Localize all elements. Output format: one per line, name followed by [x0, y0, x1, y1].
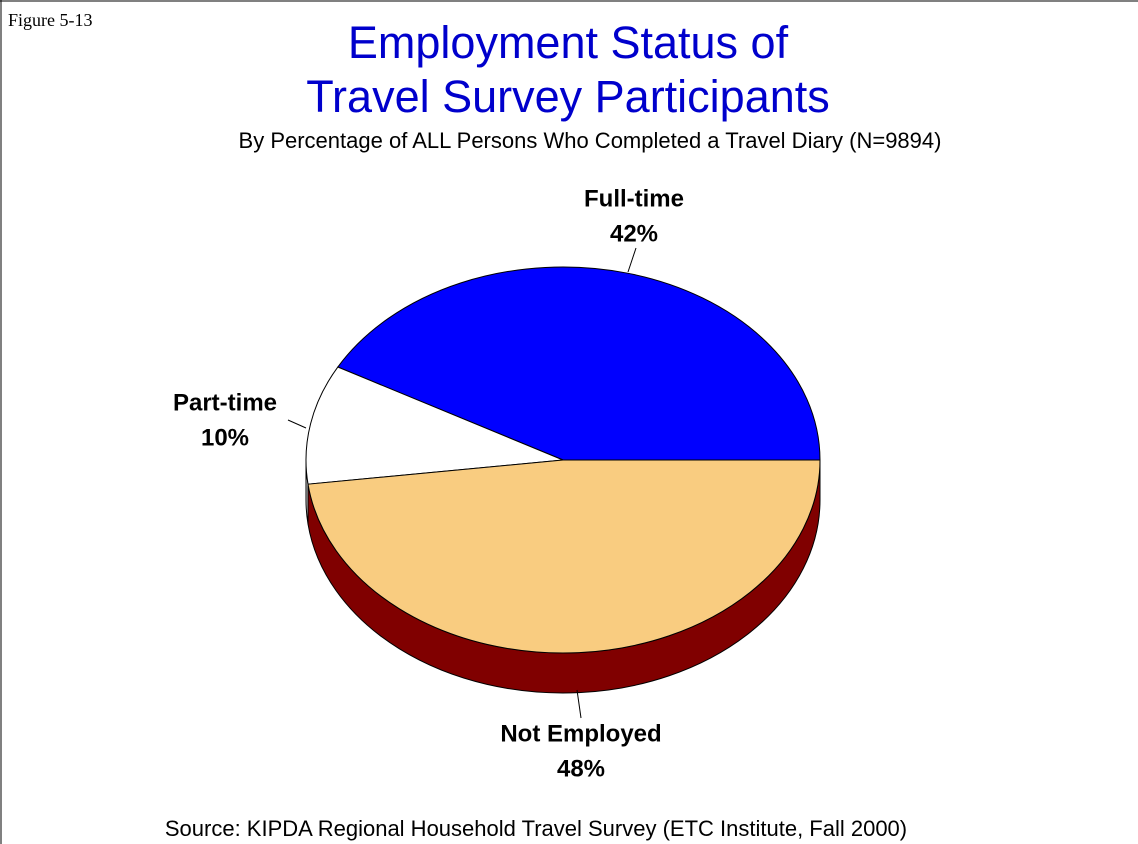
value-label: 48%: [557, 755, 605, 782]
chart-title: Travel Survey Participants: [306, 71, 830, 122]
pie-slice: [305, 366, 564, 485]
slice-label: Part-time: [173, 389, 277, 416]
pie-slice: [337, 266, 821, 461]
value-label: 10%: [201, 424, 249, 451]
chart-subtitle: By Percentage of ALL Persons Who Complet…: [239, 128, 942, 153]
value-label: 42%: [610, 220, 658, 247]
chart-title: Employment Status of: [348, 17, 789, 68]
pie-slice: [307, 459, 821, 654]
figure-label: Figure 5-13: [8, 10, 93, 30]
slice-label: Not Employed: [500, 720, 661, 747]
source-note: Source: KIPDA Regional Household Travel …: [165, 816, 907, 841]
leader-line: [576, 689, 582, 719]
leader-line: [287, 419, 307, 429]
slice-label: Full-time: [584, 185, 684, 212]
leader-line: [627, 247, 637, 273]
